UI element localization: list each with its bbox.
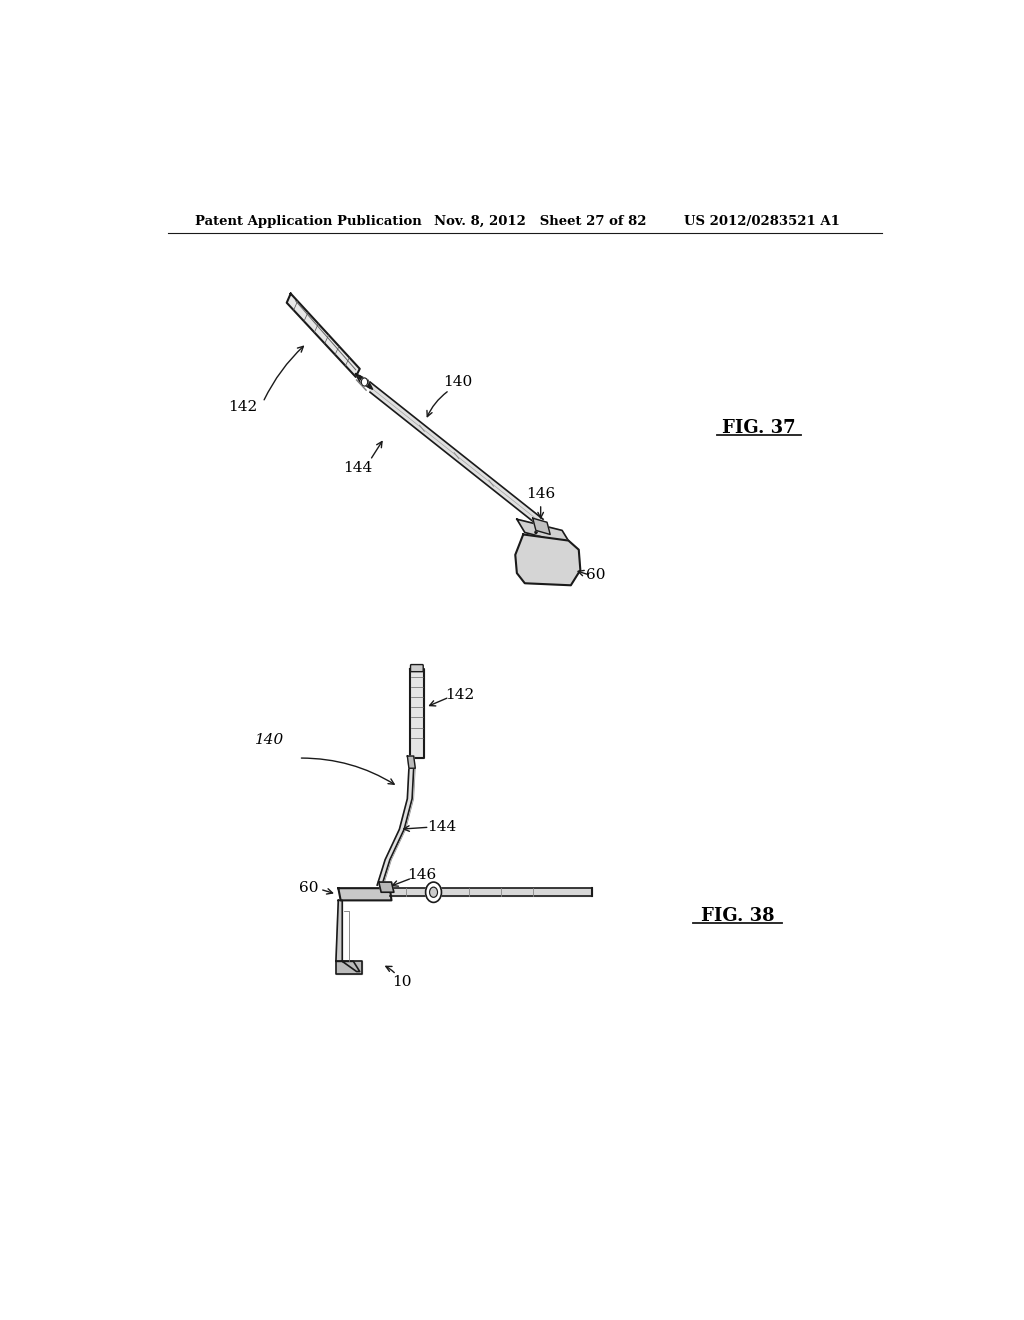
FancyBboxPatch shape: [411, 664, 423, 672]
Text: 142: 142: [228, 400, 258, 414]
Polygon shape: [287, 293, 359, 378]
Polygon shape: [379, 882, 394, 892]
Polygon shape: [408, 756, 416, 768]
Text: 142: 142: [445, 688, 474, 702]
Text: FIG. 37: FIG. 37: [722, 418, 796, 437]
Polygon shape: [390, 888, 592, 896]
Text: 144: 144: [343, 462, 373, 475]
Circle shape: [361, 378, 368, 385]
Text: 10: 10: [392, 974, 412, 989]
Text: US 2012/0283521 A1: US 2012/0283521 A1: [684, 215, 840, 228]
Polygon shape: [517, 519, 570, 545]
Text: 146: 146: [407, 869, 436, 882]
Circle shape: [430, 887, 437, 898]
Circle shape: [426, 882, 441, 903]
Polygon shape: [532, 519, 550, 535]
Polygon shape: [355, 374, 373, 389]
Text: 146: 146: [526, 487, 555, 500]
Polygon shape: [336, 900, 359, 972]
Polygon shape: [410, 669, 424, 758]
Polygon shape: [370, 381, 543, 529]
Polygon shape: [338, 888, 391, 900]
Text: Patent Application Publication: Patent Application Publication: [196, 215, 422, 228]
Text: 60: 60: [587, 568, 606, 582]
Text: 60: 60: [299, 882, 318, 895]
Text: Nov. 8, 2012   Sheet 27 of 82: Nov. 8, 2012 Sheet 27 of 82: [433, 215, 646, 228]
Text: 140: 140: [442, 375, 472, 389]
Polygon shape: [377, 768, 414, 886]
Polygon shape: [336, 961, 362, 974]
Text: 140: 140: [255, 733, 284, 747]
Polygon shape: [515, 535, 581, 585]
Text: 144: 144: [427, 820, 456, 834]
Text: FIG. 38: FIG. 38: [700, 907, 774, 924]
